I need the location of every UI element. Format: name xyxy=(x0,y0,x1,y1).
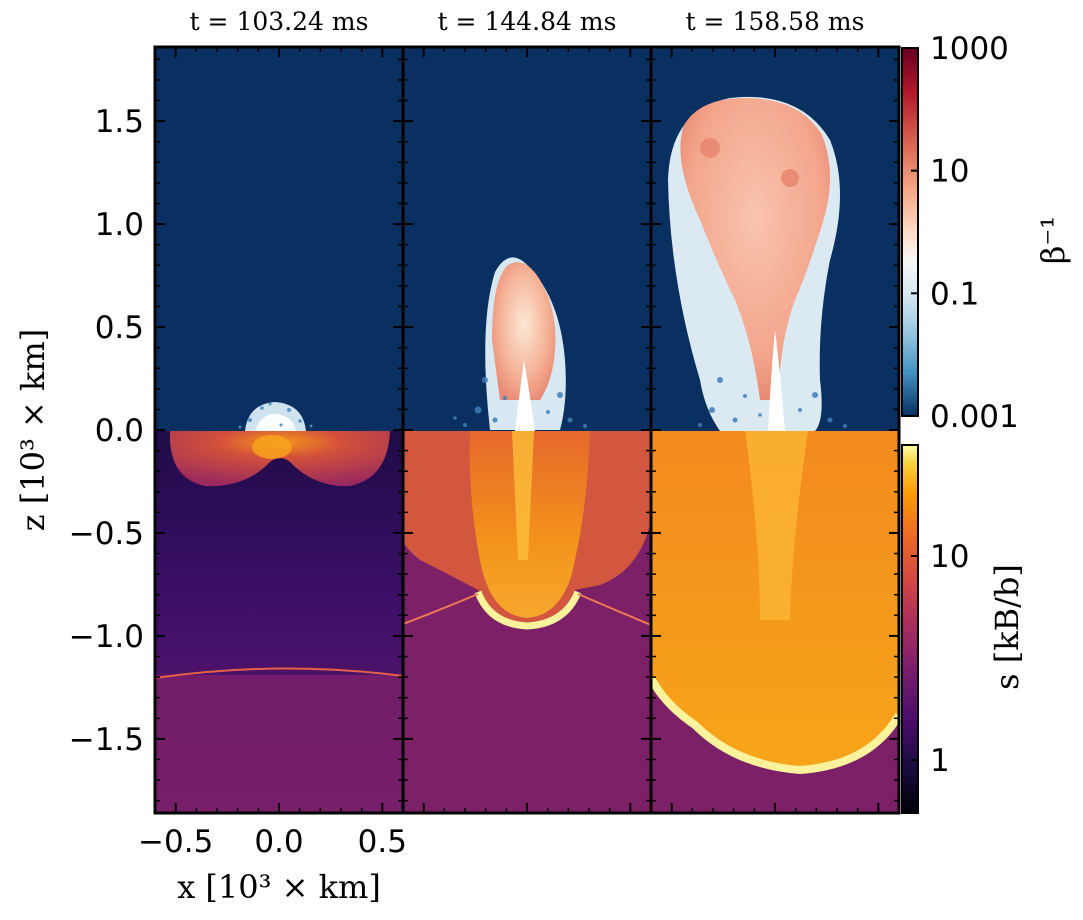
colorbar-tick-label: 1000 xyxy=(930,31,1009,67)
panel-title-1: t = 103.24 ms xyxy=(190,7,369,36)
colorbar-tick-label: 0.1 xyxy=(930,276,979,312)
y-tick-label: 0.5 xyxy=(95,310,144,346)
panel-1-shock-front xyxy=(155,667,403,679)
colorbar-beta-label: β⁻¹ xyxy=(1034,216,1072,264)
panel-2-shock-left xyxy=(403,593,479,625)
colorbar-tick-label: 0.001 xyxy=(930,399,1019,435)
colorbar-ticks: 1000 10 0.1 0.001 10 1 xyxy=(911,31,1019,779)
colorbar-entropy-label: s [kB/b] xyxy=(988,564,1026,690)
panel-3-jet-stem xyxy=(768,330,785,431)
panel-title-2: t = 144.84 ms xyxy=(438,7,617,36)
y-axis-label: z [10³ × km] xyxy=(14,329,52,531)
panel-2-shock-right xyxy=(577,593,651,626)
panel-2-jet xyxy=(469,431,590,618)
y-axis-ticks: 1.5 1.0 0.5 0.0 −0.5 −1.0 −1.5 xyxy=(69,58,899,802)
panel-title-3: t = 158.58 ms xyxy=(686,7,865,36)
panel-2 xyxy=(403,47,651,813)
y-tick-label: 1.5 xyxy=(95,104,144,140)
x-axis-ticks: −0.5 0.0 0.5 xyxy=(138,47,900,860)
y-tick-label: −1.0 xyxy=(69,619,144,655)
x-tick-label: −0.5 xyxy=(138,824,213,860)
panel-1-hot-core xyxy=(252,435,292,459)
colorbar-entropy xyxy=(901,444,919,814)
colorbar-tick-label: 10 xyxy=(930,154,969,190)
y-tick-label: −0.5 xyxy=(69,516,144,552)
colorbar-beta xyxy=(901,47,919,417)
panel-3-shocked-shell xyxy=(651,676,899,775)
panel-2-jet-spine xyxy=(512,431,534,560)
y-tick-label: 1.0 xyxy=(95,207,144,243)
y-tick-label: −1.5 xyxy=(69,722,144,758)
panel-3-vortex-1 xyxy=(700,138,720,158)
y-tick-label: 0.0 xyxy=(95,413,144,449)
panel-1-magnetized-speckles xyxy=(238,402,313,429)
panel-2-shocked-shell xyxy=(474,590,582,630)
panel-1-beta-background xyxy=(155,47,403,431)
panel-2-jet-stem xyxy=(515,360,535,431)
colorbar-tick-label: 10 xyxy=(930,539,969,575)
panel-3-jet-spine xyxy=(745,431,808,620)
panel-1-ejecta-shell xyxy=(169,431,390,487)
x-tick-label: 0.0 xyxy=(254,824,303,860)
panel-1-magnetized-core xyxy=(255,413,296,431)
panel-3-turbulent-speckles xyxy=(698,377,847,428)
panel-2-lobe xyxy=(492,262,556,400)
x-axis-label: x [10³ × km] xyxy=(177,868,381,906)
panel-3 xyxy=(651,47,899,813)
panel-1 xyxy=(155,47,403,813)
panel-titles: t = 103.24 ms t = 144.84 ms t = 158.58 ms xyxy=(190,7,865,36)
panel-3-vortex-2 xyxy=(781,169,799,187)
panel-1-unshocked-envelope xyxy=(155,675,403,813)
panel-2-turbulent-speckles xyxy=(453,377,587,428)
x-tick-label: 0.5 xyxy=(358,824,407,860)
colorbar-tick-label: 1 xyxy=(930,743,950,779)
